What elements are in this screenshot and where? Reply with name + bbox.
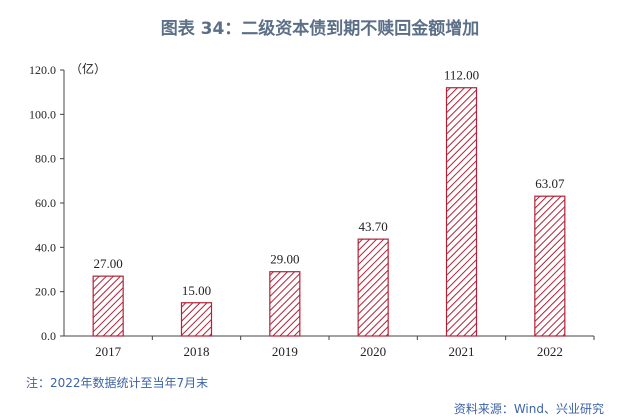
y-tick-label: 0.0: [41, 329, 56, 343]
x-tick-label-2021: 2021: [449, 344, 475, 359]
bar-2022: [534, 195, 566, 337]
x-tick-label-2019: 2019: [272, 344, 298, 359]
y-tick-label: 120.0: [29, 63, 56, 77]
data-label-2020: 43.70: [359, 219, 388, 234]
bar-2019: [269, 271, 301, 337]
x-tick-label-2018: 2018: [184, 344, 210, 359]
bar-2021: [445, 87, 478, 337]
y-tick-label: 60.0: [35, 196, 56, 210]
y-tick-label: 80.0: [35, 152, 56, 166]
y-tick-label: 40.0: [35, 240, 56, 254]
bar-2018: [180, 302, 213, 337]
bar-2020: [357, 238, 389, 337]
x-tick-label-2017: 2017: [95, 344, 122, 359]
data-label-2017: 27.00: [94, 256, 123, 271]
chart-title: 图表 34：二级资本债到期不赎回金额增加: [160, 19, 480, 39]
y-tick-label: 20.0: [35, 285, 56, 299]
y-axis-unit-label: （亿）: [70, 62, 107, 76]
data-label-2022: 63.07: [535, 176, 565, 191]
y-tick-label: 100.0: [29, 107, 56, 121]
data-label-2019: 29.00: [270, 252, 299, 267]
x-tick-label-2022: 2022: [537, 344, 563, 359]
source-note: 资料来源：Wind、兴业研究: [453, 402, 604, 416]
bar-2017: [92, 275, 124, 337]
x-tick-label-2020: 2020: [360, 344, 386, 359]
footnote: 注：2022年数据统计至当年7月末: [26, 376, 209, 390]
data-label-2018: 15.00: [182, 283, 211, 298]
data-label-2021: 112.00: [444, 68, 479, 83]
